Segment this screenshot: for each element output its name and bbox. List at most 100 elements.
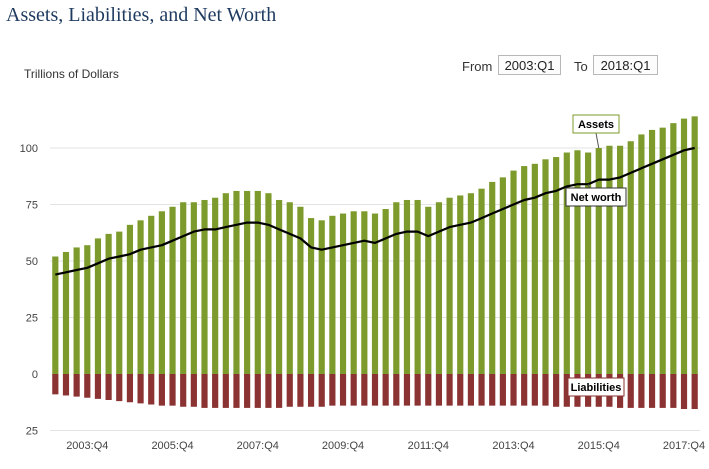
liability-bar [435,374,443,406]
liability-bar [307,374,315,407]
liability-bar [62,374,70,396]
asset-bar [499,177,506,374]
bars [52,116,698,410]
asset-bar [425,206,432,374]
liability-bar [446,374,453,406]
x-tick-label: 2005:Q4 [151,440,193,452]
liability-bar [648,374,656,408]
y-tick-label: 50 [26,256,38,268]
asset-bar [276,199,283,374]
y-tick-label: 25 [26,313,38,325]
y-tick-label: 25 [26,426,38,438]
liability-bar [297,374,304,407]
to-label: To [574,59,588,74]
asset-bar [680,118,688,375]
callout-leader [595,132,600,149]
liability-bar [563,374,570,407]
asset-bar [297,206,304,374]
asset-bar [489,181,496,374]
x-tick-label: 2011:Q4 [408,440,449,452]
asset-bar [105,233,112,374]
asset-bar [350,211,357,374]
asset-bar [329,215,336,374]
asset-bar [478,188,485,374]
asset-bar [201,199,208,374]
liability-bar [638,374,645,408]
liability-bar [521,374,528,406]
x-tick-label: 2013:Q4 [492,440,534,452]
asset-bar [52,256,59,374]
asset-bar [244,190,251,374]
liability-bar [148,374,155,405]
callout-label: Liabilities [571,382,622,394]
liability-bar [84,374,91,398]
liability-bar [73,374,80,397]
liability-bar [190,374,197,407]
liability-bar [52,374,59,395]
asset-bar [222,193,229,374]
liability-bar [276,374,283,408]
asset-bar [126,224,134,374]
axis-labels: 100 75 50 25 0 25 2003:Q4 2005:Q4 2007:Q4 2009:Q4… [20,143,705,452]
x-tick-label: 2007:Q4 [237,440,279,452]
liability-bar [542,374,549,406]
liability-bar [329,374,336,406]
asset-bar [148,215,155,374]
asset-bar [158,211,165,374]
asset-bar [212,197,219,374]
x-tick-label: 2017:Q4 [663,440,705,452]
callout-label: Assets [578,119,614,131]
asset-bar [595,148,602,374]
asset-bar [62,251,70,374]
asset-bar [371,213,379,374]
asset-bar [648,129,656,374]
liability-bar [680,374,688,410]
asset-bar [446,197,453,374]
asset-bar [553,157,560,374]
liability-bar [339,374,347,406]
callout-box [572,114,620,134]
from-date-input[interactable]: 2003:Q1 [498,55,561,75]
liability-bar [361,374,368,406]
to-date-input[interactable]: 2018:Q1 [593,55,658,75]
asset-bar [116,231,123,374]
asset-bar [73,247,80,374]
asset-bar [190,202,197,374]
asset-bar [180,202,187,374]
asset-bar [265,193,272,374]
liability-bar [158,374,165,406]
asset-bar [393,202,400,374]
asset-bar [563,152,570,374]
liability-bar [371,374,379,406]
asset-bar [585,152,592,374]
asset-bar [638,134,645,374]
asset-bar [403,199,411,374]
liability-bar [94,374,102,399]
from-label: From [462,59,493,74]
liability-bar [137,374,144,404]
liability-bar [350,374,357,406]
liability-bar [691,374,698,410]
asset-bar [510,170,517,374]
chart-title: Assets, Liabilities, and Net Worth [6,4,277,26]
asset-bar [137,220,144,374]
asset-bar [339,213,347,374]
liability-bar [499,374,506,406]
asset-bar [616,145,624,374]
asset-bar [361,211,368,374]
liability-bar [169,374,176,406]
liability-bar [254,374,261,408]
liability-bar [116,374,123,402]
callout-box [565,187,627,207]
y-tick-label: 100 [20,143,38,155]
y-axis-label: Trillions of Dollars [24,67,119,81]
asset-bar [659,127,666,374]
y-tick-label: 75 [26,200,38,212]
asset-bar [521,166,528,374]
asset-bar [691,116,698,375]
x-tick-label: 2015:Q4 [578,440,620,452]
liability-bar [393,374,400,406]
asset-bar [254,190,261,374]
x-tick-label: 2009:Q4 [322,440,364,452]
